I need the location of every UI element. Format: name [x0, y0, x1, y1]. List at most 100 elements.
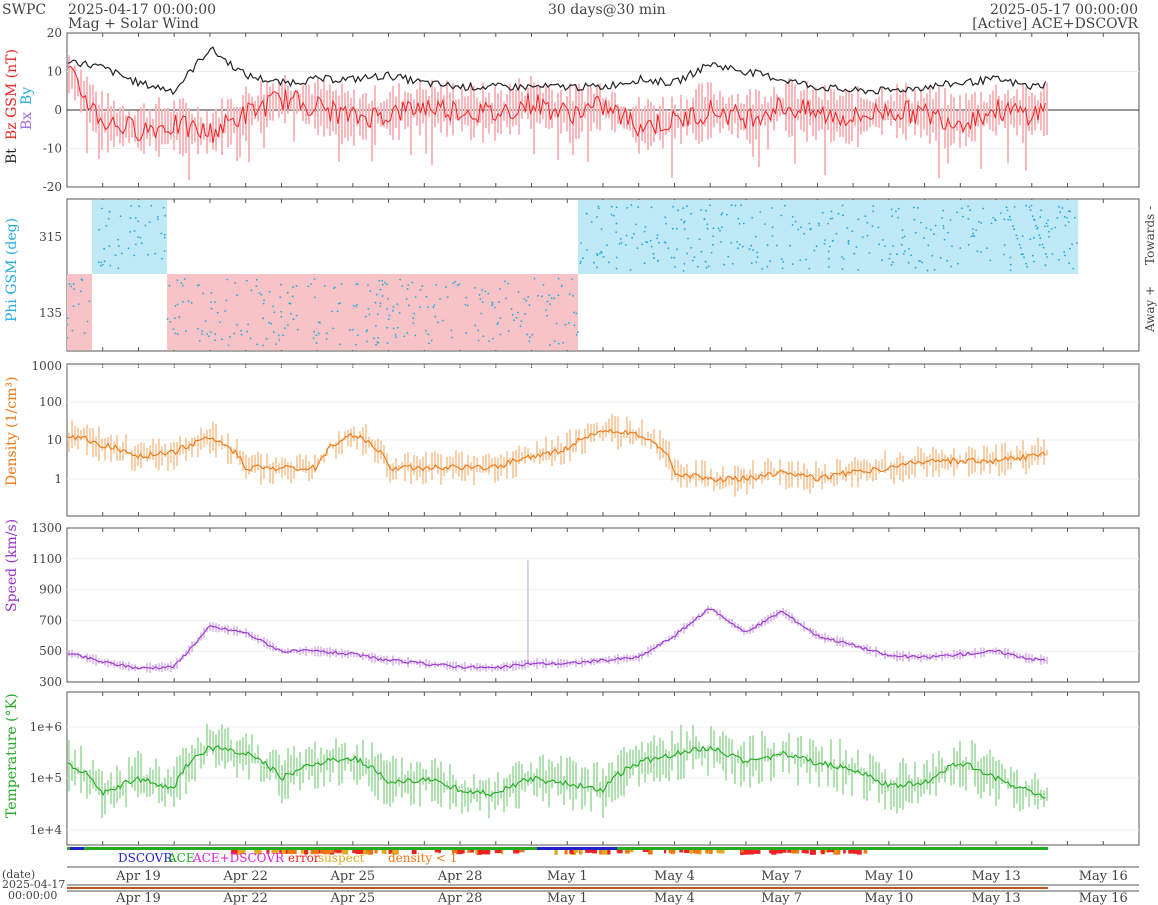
phi-point — [250, 289, 253, 292]
phi-point — [399, 278, 401, 281]
status-flag-mark — [483, 850, 490, 855]
status-flag-mark — [809, 850, 814, 855]
phi-point — [1072, 267, 1075, 270]
phi-point — [291, 295, 294, 298]
speed-ytick-label: 300 — [39, 675, 62, 689]
phi-point — [526, 333, 528, 336]
phi-point — [564, 323, 567, 326]
status-flag-mark — [801, 850, 807, 854]
phi-point — [478, 294, 481, 296]
phi-point — [837, 212, 840, 215]
phi-point — [464, 303, 467, 306]
phi-point — [103, 247, 105, 250]
phi-point — [446, 296, 449, 298]
phi-point — [451, 336, 453, 339]
towards-label: Towards - — [1143, 206, 1157, 265]
phi-point — [759, 211, 762, 213]
phi-point — [750, 262, 753, 264]
phi-point — [499, 288, 501, 290]
phi-point — [1068, 262, 1071, 265]
phi-point — [202, 292, 205, 295]
phi-point — [367, 284, 369, 286]
phi-point — [1074, 216, 1076, 219]
phi-point — [307, 285, 310, 288]
phi-point — [312, 337, 315, 340]
phi-point — [980, 251, 982, 253]
phi-point — [428, 342, 430, 345]
phi-point — [971, 228, 974, 230]
phi-point — [496, 323, 499, 326]
phi-point — [172, 328, 175, 330]
status-flag-mark — [647, 850, 653, 855]
phi-point — [550, 297, 553, 299]
phi-point — [325, 338, 328, 340]
phi-point — [656, 234, 659, 237]
phi-point — [497, 321, 499, 324]
phi-point — [286, 291, 289, 294]
phi-point — [272, 331, 275, 334]
phi-point — [66, 336, 69, 339]
phi-point — [282, 334, 284, 337]
phi-point — [255, 285, 258, 287]
phi-point — [857, 218, 860, 221]
phi-point — [573, 311, 575, 314]
phi-point — [703, 218, 706, 221]
phi-point — [72, 283, 75, 285]
phi-point — [1026, 265, 1029, 268]
phi-point — [794, 220, 797, 223]
phi-point — [676, 248, 678, 251]
status-flag-mark — [392, 850, 399, 855]
phi-point — [1007, 218, 1010, 221]
phi-point — [847, 242, 850, 245]
phi-point — [233, 332, 236, 335]
phi-point — [161, 257, 164, 260]
phi-point — [210, 307, 213, 310]
phi-point — [970, 235, 973, 238]
phi-point — [356, 303, 358, 306]
phi-point — [349, 329, 351, 331]
status-flag-mark — [821, 850, 825, 855]
phi-point — [323, 285, 326, 287]
phi-point — [395, 336, 397, 339]
phi-point — [676, 227, 678, 230]
status-flag-mark — [668, 850, 676, 854]
phi-point — [656, 237, 659, 240]
phi-point — [721, 212, 724, 215]
phi-point — [1059, 211, 1062, 214]
phi-point — [414, 334, 417, 337]
phi-point — [117, 238, 119, 241]
phi-point — [842, 258, 845, 260]
phi-point — [705, 266, 708, 269]
phi-point — [408, 304, 410, 307]
phi-point — [66, 323, 69, 326]
phi-point — [808, 222, 811, 225]
phi-point — [118, 245, 120, 247]
phi-point — [262, 302, 265, 305]
phi-point — [1005, 206, 1008, 209]
xtick-label: May 4 — [654, 869, 695, 884]
temperature-series-line — [67, 745, 1046, 799]
phi-point — [278, 339, 281, 341]
phi-point — [730, 242, 733, 244]
status-flag-mark — [287, 850, 292, 854]
phi-point — [809, 227, 812, 230]
phi-point — [672, 205, 675, 208]
xtick-label: Apr 22 — [222, 869, 268, 884]
phi-point — [555, 322, 558, 325]
date-axis-start-time: 00:00:00 — [8, 889, 57, 902]
phi-point — [615, 206, 618, 209]
phi-point — [381, 295, 384, 297]
xtick-label: May 4 — [654, 891, 695, 905]
phi-point — [877, 226, 880, 229]
temperature-ytick-label: 1e+6 — [30, 720, 62, 734]
phi-point — [507, 330, 510, 332]
phi-point — [492, 337, 494, 340]
phi-point — [665, 222, 667, 225]
phi-point — [903, 235, 906, 238]
phi-point — [781, 258, 783, 261]
phi-point — [373, 337, 375, 340]
phi-point — [1021, 235, 1024, 237]
xtick-label: May 7 — [761, 869, 802, 884]
phi-point — [766, 265, 769, 268]
phi-point — [1016, 237, 1019, 240]
